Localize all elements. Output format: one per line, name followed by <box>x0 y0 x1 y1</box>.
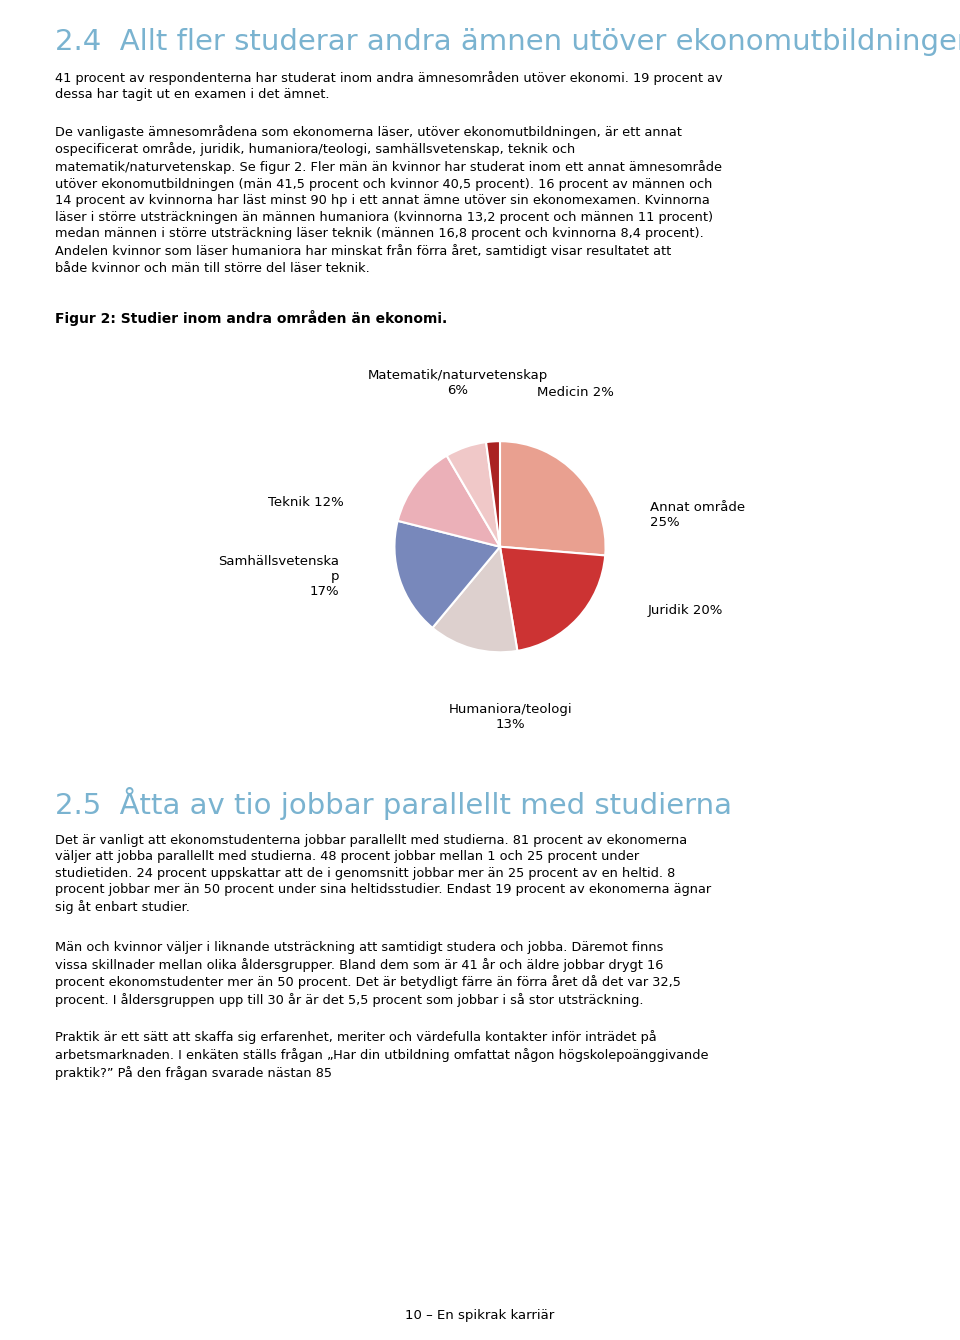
Wedge shape <box>500 547 605 651</box>
Text: Matematik/naturvetenskap
6%: Matematik/naturvetenskap 6% <box>368 369 548 397</box>
Wedge shape <box>446 442 500 547</box>
Text: Annat område
25%: Annat område 25% <box>650 501 745 529</box>
Wedge shape <box>395 521 500 628</box>
Text: Det är vanligt att ekonomstudenterna jobbar parallellt med studierna. 81 procent: Det är vanligt att ekonomstudenterna job… <box>55 833 711 914</box>
Wedge shape <box>397 456 500 547</box>
Text: De vanligaste ämnesområdena som ekonomerna läser, utöver ekonomutbildningen, är : De vanligaste ämnesområdena som ekonomer… <box>55 125 722 275</box>
Text: Juridik 20%: Juridik 20% <box>648 603 723 616</box>
Text: Medicin 2%: Medicin 2% <box>537 386 613 399</box>
Text: Samhällsvetenska
p
17%: Samhällsvetenska p 17% <box>219 555 340 598</box>
Text: Teknik 12%: Teknik 12% <box>268 496 344 509</box>
Text: 2.5  Åtta av tio jobbar parallellt med studierna: 2.5 Åtta av tio jobbar parallellt med st… <box>55 787 732 820</box>
Wedge shape <box>486 441 500 547</box>
Text: Humaniora/teologi
13%: Humaniora/teologi 13% <box>448 704 572 730</box>
Text: Män och kvinnor väljer i liknande utsträckning att samtidigt studera och jobba. : Män och kvinnor väljer i liknande utsträ… <box>55 941 681 1008</box>
Text: 10 – En spikrak karriär: 10 – En spikrak karriär <box>405 1309 555 1323</box>
Text: Figur 2: Studier inom andra områden än ekonomi.: Figur 2: Studier inom andra områden än e… <box>55 310 447 326</box>
Wedge shape <box>500 441 606 556</box>
Text: 2.4  Allt fler studerar andra ämnen utöver ekonomutbildningen: 2.4 Allt fler studerar andra ämnen utöve… <box>55 28 960 56</box>
Wedge shape <box>432 547 517 653</box>
Text: Praktik är ett sätt att skaffa sig erfarenhet, meriter och värdefulla kontakter : Praktik är ett sätt att skaffa sig erfar… <box>55 1030 708 1080</box>
Text: 41 procent av respondenterna har studerat inom andra ämnesområden utöver ekonomi: 41 procent av respondenterna har studera… <box>55 71 723 102</box>
